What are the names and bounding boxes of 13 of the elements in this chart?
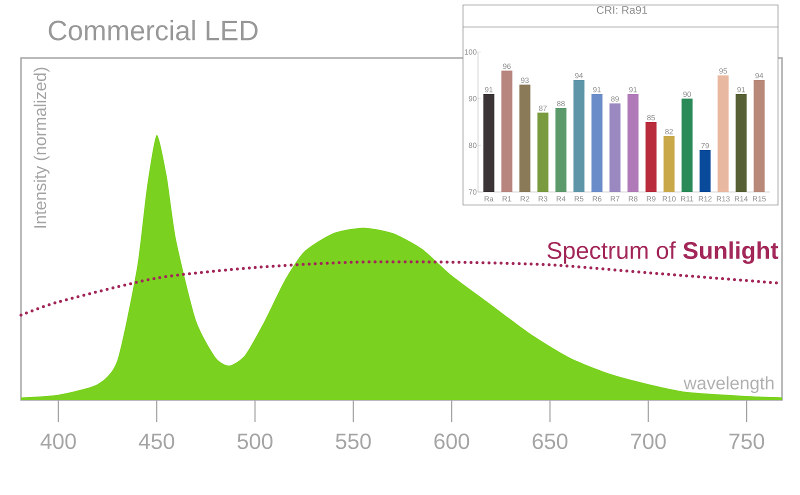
x-tick-label: 500	[238, 434, 272, 450]
x-tick-label: 700	[631, 434, 666, 450]
x-tick-label: 450	[138, 434, 174, 450]
chart-title: Commercial LED	[48, 20, 258, 40]
x-tick-label: 550	[336, 434, 371, 450]
x-tick-label: 400	[40, 434, 76, 450]
x-tick-label: 650	[532, 434, 568, 450]
x-axis-title: wavelength	[684, 376, 774, 394]
chart-title: CRI: Ra91	[596, 6, 648, 14]
x-tick-label: 750	[729, 434, 764, 450]
y-axis-title: Intensity (normalized)	[34, 68, 50, 228]
series-label: Spectrum of Sunlight	[547, 241, 778, 264]
x-tick-label: 600	[434, 434, 470, 450]
